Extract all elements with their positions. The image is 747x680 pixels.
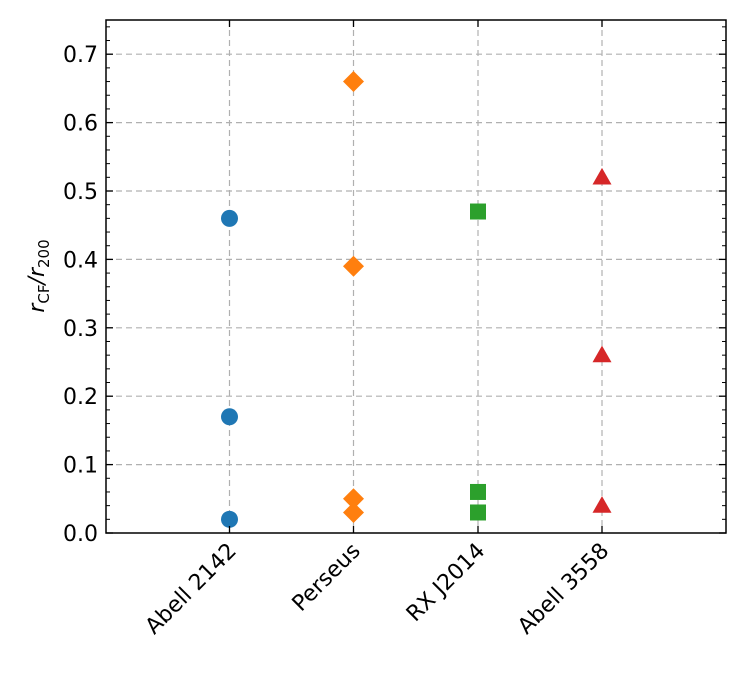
data-point-triangle — [592, 345, 612, 363]
data-point-square — [470, 483, 486, 500]
grid — [106, 20, 726, 533]
x-tick-label: RX J2014 — [402, 539, 490, 627]
y-tick-label: 0.3 — [63, 317, 98, 342]
data-point-circle — [221, 510, 238, 528]
y-tick-label: 0.1 — [63, 454, 98, 479]
y-tick-label: 0.2 — [63, 385, 98, 410]
tick-labels: 0.0 0.1 0.2 0.3 0.4 0.5 0.6 0.7 Abell 2142 Perseu… — [63, 43, 614, 639]
y-tick-label: 0.0 — [63, 522, 98, 547]
data-point-diamond — [343, 255, 364, 277]
y-tick-label: 0.6 — [63, 112, 98, 137]
data-point-circle — [221, 408, 238, 426]
y-tick-label: 0.7 — [63, 43, 98, 68]
data-point-diamond — [343, 71, 364, 93]
data-point-circle — [221, 209, 238, 227]
x-tick-label: Abell 3558 — [513, 539, 614, 640]
data-point-triangle — [592, 167, 612, 185]
x-tick-label: Perseus — [288, 539, 366, 617]
data-points — [221, 71, 612, 528]
plot-frame — [105, 19, 727, 534]
axis-ticks — [106, 20, 726, 534]
data-point-diamond — [343, 501, 364, 523]
x-tick-label: Abell 2142 — [141, 539, 242, 640]
data-point-triangle — [592, 496, 612, 513]
data-point-diamond — [343, 488, 364, 510]
y-tick-label: 0.4 — [63, 248, 98, 273]
data-point-square — [470, 504, 486, 521]
y-tick-label: 0.5 — [63, 180, 98, 205]
data-point-square — [470, 203, 486, 220]
y-axis-label: rCF/r200 — [25, 239, 53, 312]
